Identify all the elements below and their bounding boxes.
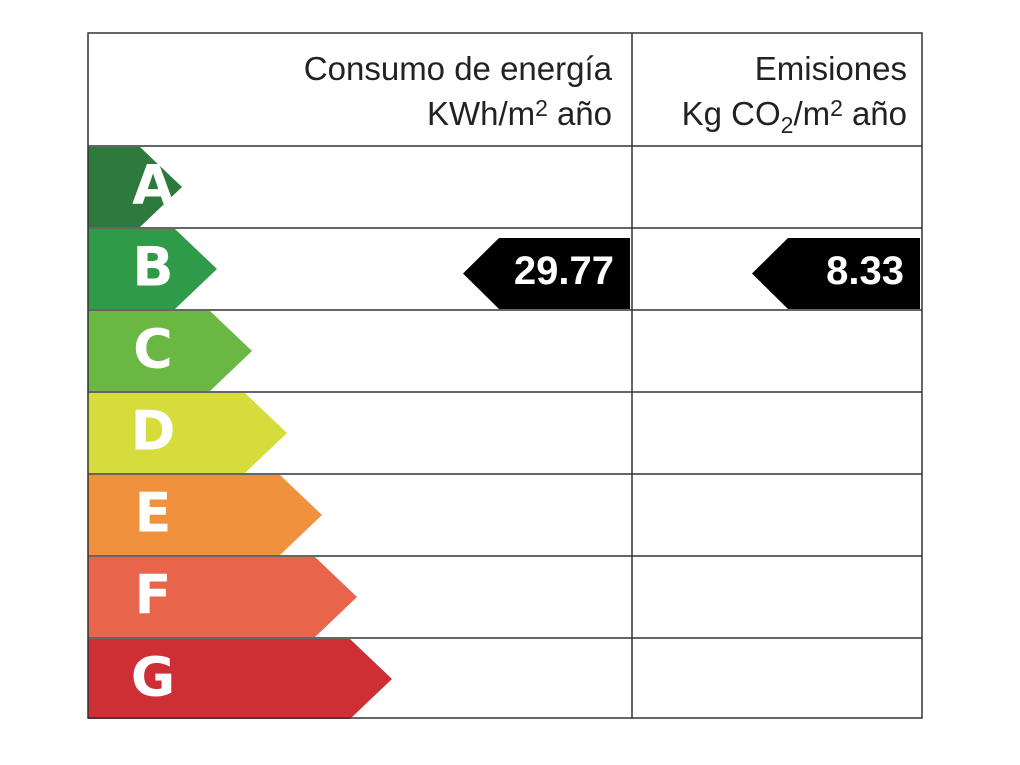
rating-arrow [88,229,217,309]
rating-arrow [88,147,182,227]
consumption-unit: KWh/m2 año [427,95,612,132]
value-arrow [752,238,920,309]
unit-part: /m [793,95,830,132]
rating-letter: F [135,564,172,627]
rating-letter: G [131,646,175,709]
table-grid [87,32,923,719]
table-border [87,32,923,719]
rating-arrow [88,475,322,555]
rating-arrow [88,639,392,719]
rating-letter: D [131,400,176,463]
rating-arrow [88,393,287,473]
rating-arrow [88,557,357,637]
value-label: 29.77 [514,249,614,293]
unit-subscript: 2 [781,112,794,138]
unit-part: KWh/m [427,95,535,132]
emissions-unit: Kg CO2/m2 año [682,95,907,138]
unit-part: año [557,95,612,132]
rating-letter: C [133,318,173,381]
unit-part: año [852,95,907,132]
emissions-title: Emisiones [755,50,907,87]
value-arrow [463,238,630,309]
rating-arrow [88,311,252,391]
unit-superscript: 2 [830,95,843,121]
unit-superscript: 2 [535,95,548,121]
consumption-title: Consumo de energía [304,50,613,87]
unit-part: Kg CO [682,95,781,132]
rating-letter: E [135,482,172,545]
rating-letter: B [132,236,173,299]
value-label: 8.33 [826,249,904,293]
rating-letter: A [132,154,174,217]
